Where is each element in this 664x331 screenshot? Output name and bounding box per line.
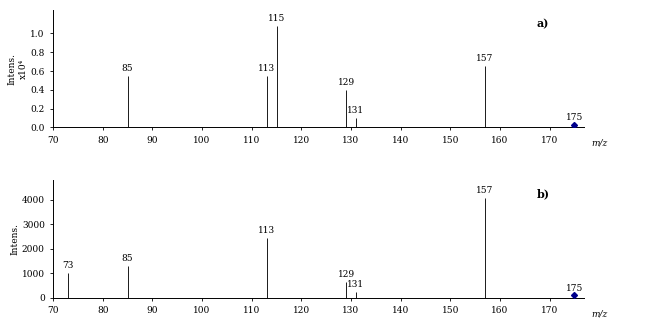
Y-axis label: Intens.: Intens. bbox=[10, 223, 19, 255]
Text: 113: 113 bbox=[258, 226, 275, 235]
Text: 85: 85 bbox=[122, 64, 133, 73]
Text: 85: 85 bbox=[122, 254, 133, 263]
Text: 175: 175 bbox=[566, 284, 583, 293]
Text: a): a) bbox=[537, 18, 549, 29]
Text: 131: 131 bbox=[347, 280, 365, 289]
Text: b): b) bbox=[537, 189, 550, 200]
Text: 157: 157 bbox=[476, 54, 494, 64]
Text: 113: 113 bbox=[258, 64, 275, 73]
Text: 175: 175 bbox=[566, 113, 583, 122]
Y-axis label: Intens.
x10⁴: Intens. x10⁴ bbox=[7, 53, 28, 85]
Text: m/z: m/z bbox=[591, 139, 608, 148]
Text: m/z: m/z bbox=[591, 309, 608, 318]
Text: 115: 115 bbox=[268, 14, 286, 23]
Text: 129: 129 bbox=[337, 78, 355, 87]
Text: 73: 73 bbox=[62, 261, 74, 270]
Text: 131: 131 bbox=[347, 106, 365, 115]
Text: 157: 157 bbox=[476, 186, 494, 195]
Text: 129: 129 bbox=[337, 270, 355, 279]
